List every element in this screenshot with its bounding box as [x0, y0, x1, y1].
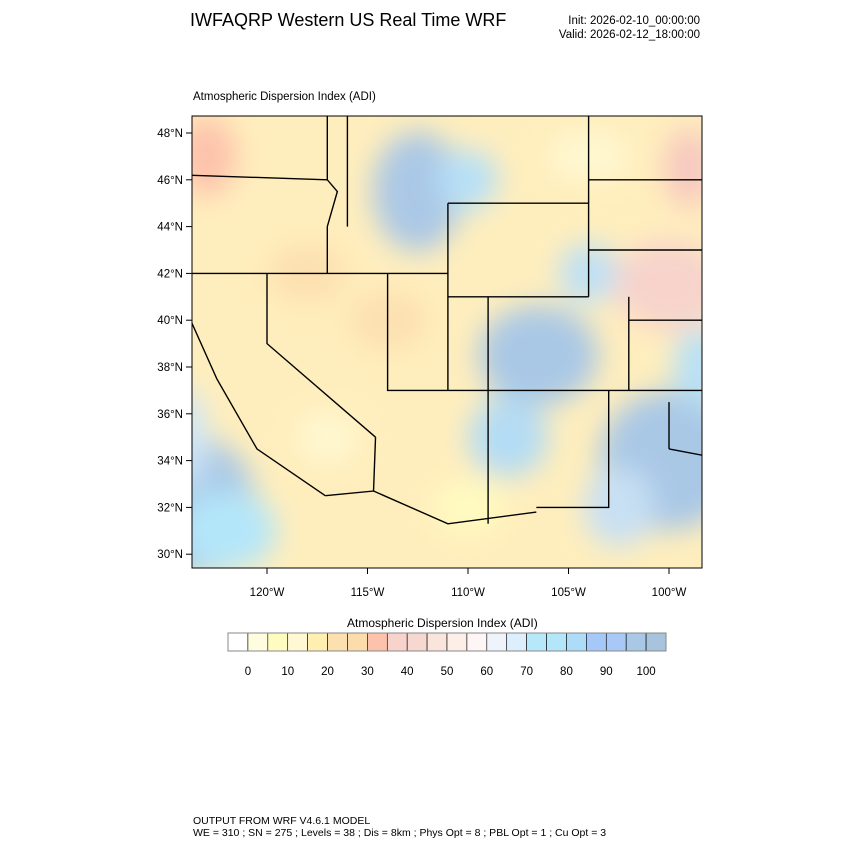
- map-subtitle: Atmospheric Dispersion Index (ADI): [193, 91, 376, 103]
- colorbar-label: 100: [636, 666, 655, 678]
- colorbar-box: [406, 632, 428, 652]
- border-line: [192, 321, 326, 497]
- colorbar-box: [526, 632, 547, 652]
- colorbar-label: 90: [600, 666, 613, 678]
- colorbar-box: [486, 632, 508, 652]
- field-region: [438, 149, 498, 210]
- lat-tick-label: 48°N: [157, 128, 183, 140]
- colorbar-box: [645, 632, 667, 652]
- colorbar: 0 10 20 30 40 50 60 70 80 90 100: [227, 632, 667, 678]
- colorbar-label: 80: [560, 666, 573, 678]
- footer-line-2: WE = 310 ; SN = 275 ; Levels = 38 ; Dis …: [193, 827, 607, 839]
- colorbar-box: [466, 632, 488, 652]
- map-frame: [191, 115, 703, 569]
- colorbar-box: [287, 632, 308, 652]
- border-line: [326, 116, 339, 274]
- colorbar-box: [367, 632, 388, 652]
- border-line: [668, 448, 702, 456]
- colorbar-box: [625, 632, 647, 652]
- field-region: [583, 467, 654, 548]
- colorbar-box: [227, 632, 249, 652]
- colorbar-label: 20: [321, 666, 334, 678]
- lat-tick-label: 38°N: [157, 362, 183, 374]
- colorbar-label: 10: [281, 666, 294, 678]
- map-field: [175, 116, 702, 568]
- border-line: [192, 174, 328, 181]
- page-title: IWFAQRP Western US Real Time WRF: [190, 10, 507, 30]
- colorbar-box: [605, 632, 627, 652]
- colorbar-box: [506, 632, 527, 652]
- valid-time: Valid: 2026-02-12_18:00:00: [558, 29, 700, 41]
- lat-tick-label: 42°N: [157, 268, 183, 280]
- field-region: [614, 240, 702, 331]
- init-time: Init: 2026-02-10_00:00:00: [568, 15, 700, 27]
- border-line: [536, 390, 610, 509]
- model-info: OUTPUT FROM WRF V4.6.1 MODEL WE = 310 ; …: [193, 815, 606, 839]
- field-region: [478, 305, 599, 406]
- lat-tick-label: 40°N: [157, 315, 183, 327]
- lat-tick-label: 32°N: [157, 502, 183, 514]
- lat-tick-label: 36°N: [157, 409, 183, 421]
- colorbar-label: 50: [441, 666, 454, 678]
- field-region: [468, 397, 549, 478]
- colorbar-box: [566, 632, 587, 652]
- colorbar-box: [426, 632, 448, 652]
- border-line: [373, 490, 537, 525]
- colorbar-label: 30: [361, 666, 374, 678]
- colorbar-label: 0: [245, 666, 251, 678]
- time-info: Init: 2026-02-10_00:00:00 Valid: 2026-02…: [559, 14, 700, 42]
- field-region: [192, 389, 207, 486]
- colorbar-box: [546, 632, 567, 652]
- colorbar-box: [386, 632, 408, 652]
- colorbar-box: [247, 632, 269, 652]
- lat-tick-label: 34°N: [157, 456, 183, 468]
- colorbar-frame: [227, 632, 667, 652]
- lon-tick-label: 105°W: [551, 587, 586, 599]
- field-region: [192, 116, 237, 197]
- border-line: [266, 273, 376, 438]
- colorbar-box: [307, 632, 328, 652]
- field-region: [674, 327, 702, 407]
- colorbar-label: 60: [480, 666, 493, 678]
- border-line: [386, 273, 702, 392]
- colorbar-box: [327, 632, 348, 652]
- lon-tick-label: 100°W: [652, 587, 687, 599]
- field-region: [192, 490, 277, 568]
- field-region: [664, 128, 702, 209]
- footer-line-1: OUTPUT FROM WRF V4.6.1 MODEL: [193, 815, 371, 827]
- colorbar-box: [446, 632, 468, 652]
- colorbar-box: [586, 632, 607, 652]
- colorbar-title: Atmospheric Dispersion Index (ADI): [347, 616, 538, 630]
- border-line: [175, 124, 187, 274]
- border-line: [447, 202, 590, 297]
- colorbar-label: 70: [520, 666, 533, 678]
- lat-tick-label: 30°N: [157, 549, 183, 561]
- colorbar-label: 40: [401, 666, 414, 678]
- field-region: [297, 412, 358, 463]
- field-region: [372, 131, 463, 252]
- lat-tick-label: 46°N: [157, 175, 183, 187]
- colorbar-box: [347, 632, 368, 652]
- lon-tick-label: 110°W: [451, 587, 485, 599]
- field-region: [433, 482, 503, 533]
- lon-tick-label: 120°W: [250, 587, 285, 599]
- lon-tick-label: 115°W: [351, 587, 385, 599]
- colorbar-box: [267, 632, 289, 652]
- lat-tick-label: 44°N: [157, 222, 183, 234]
